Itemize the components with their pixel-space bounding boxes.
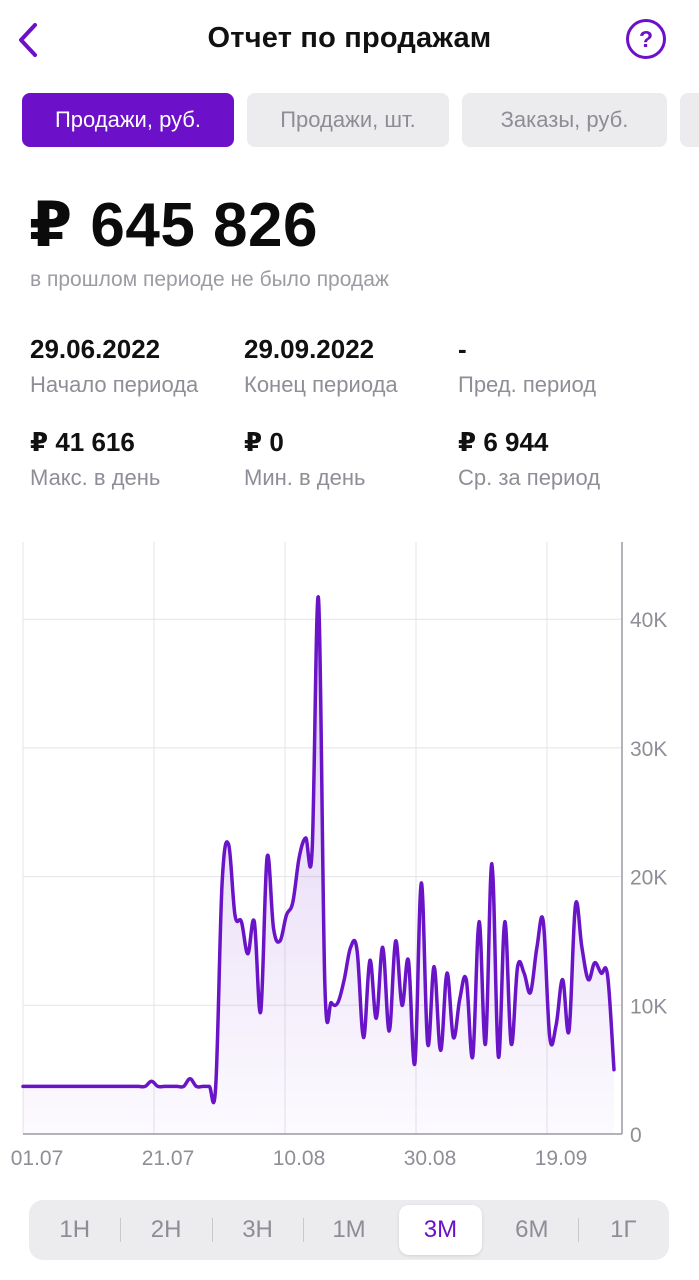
help-button[interactable]: ?	[624, 17, 668, 61]
stat-label: Ср. за период	[458, 465, 601, 490]
x-tick-label: 10.08	[273, 1147, 326, 1170]
period-separator	[120, 1218, 122, 1242]
stat-label: Пред. период	[458, 372, 597, 397]
stat-value: -	[458, 334, 467, 364]
stat-value: 29.06.2022	[30, 334, 161, 364]
y-tick-label: 30K	[630, 738, 667, 761]
chevron-left-icon	[19, 23, 37, 57]
tab-orders-rub[interactable]: Заказы, руб.	[462, 93, 667, 147]
y-tick-label: 0	[630, 1124, 642, 1147]
y-tick-label: 10K	[630, 995, 667, 1018]
stat-value: 29.09.2022	[244, 334, 375, 364]
y-tick-label: 40K	[630, 609, 667, 632]
comparison-note: в прошлом периоде не было продаж	[30, 268, 389, 291]
stat-label: Макс. в день	[30, 465, 161, 490]
page-title: Отчет по продажам	[207, 22, 492, 54]
sales-chart[interactable]: 0 10K 20K 30K 40K 01.07 21.07 10.08 30.08 19.09	[0, 540, 699, 1180]
stat-label: Начало периода	[30, 372, 199, 397]
stat-period-start: 29.06.2022 Начало периода	[30, 334, 198, 398]
period-button-6[interactable]: 6М	[515, 1216, 549, 1243]
header: Отчет по продажам ?	[0, 0, 699, 80]
period-button-4[interactable]: 1М	[332, 1216, 366, 1243]
stat-label: Конец периода	[244, 372, 398, 397]
period-button-5[interactable]: 3М	[398, 1205, 483, 1255]
tab-sales-units[interactable]: Продажи, шт.	[247, 93, 449, 147]
y-tick-label: 20K	[630, 867, 667, 890]
period-button-3[interactable]: 3Н	[242, 1216, 273, 1243]
x-tick-label: 19.09	[535, 1147, 588, 1170]
help-icon: ?	[626, 19, 666, 59]
period-button-2[interactable]: 2Н	[150, 1216, 182, 1243]
series-area	[23, 596, 614, 1134]
x-tick-label: 01.07	[11, 1147, 64, 1170]
stat-average: ₽ 6 944 Ср. за период	[458, 427, 600, 491]
period-button-1[interactable]: 1Н	[59, 1216, 91, 1243]
period-separator	[211, 1218, 213, 1242]
stat-max-per-day: ₽ 41 616 Макс. в день	[30, 427, 160, 491]
stat-value: ₽ 6 944	[458, 427, 549, 457]
tab-sales-rub[interactable]: Продажи, руб.	[22, 93, 234, 147]
stat-min-per-day: ₽ 0 Мин. в день	[244, 427, 365, 491]
period-selector: 1Н 2Н 3Н 1М 3М 6М 1Г	[29, 1200, 669, 1260]
back-button[interactable]	[10, 20, 46, 60]
stat-value: ₽ 0	[244, 427, 284, 457]
total-sales-value: ₽ 645 826	[29, 191, 318, 260]
stat-period-end: 29.09.2022 Конец периода	[244, 334, 398, 398]
x-tick-label: 30.08	[404, 1147, 457, 1170]
period-separator	[303, 1218, 305, 1242]
chart-svg: 0 10K 20K 30K 40K 01.07 21.07 10.08 30.08 19.09	[11, 542, 667, 1170]
series-line	[21, 595, 616, 1105]
x-tick-label: 21.07	[142, 1147, 195, 1170]
stat-value: ₽ 41 616	[30, 427, 135, 457]
stat-previous-period: - Пред. период	[458, 334, 596, 398]
period-button-7[interactable]: 1Г	[610, 1216, 637, 1243]
metric-tabs: Продажи, руб.Продажи, шт.Заказы, руб.З	[22, 93, 699, 147]
stat-label: Мин. в день	[244, 465, 366, 490]
tab-next[interactable]: З	[680, 93, 699, 147]
help-glyph: ?	[639, 26, 653, 52]
period-separator	[577, 1218, 579, 1242]
